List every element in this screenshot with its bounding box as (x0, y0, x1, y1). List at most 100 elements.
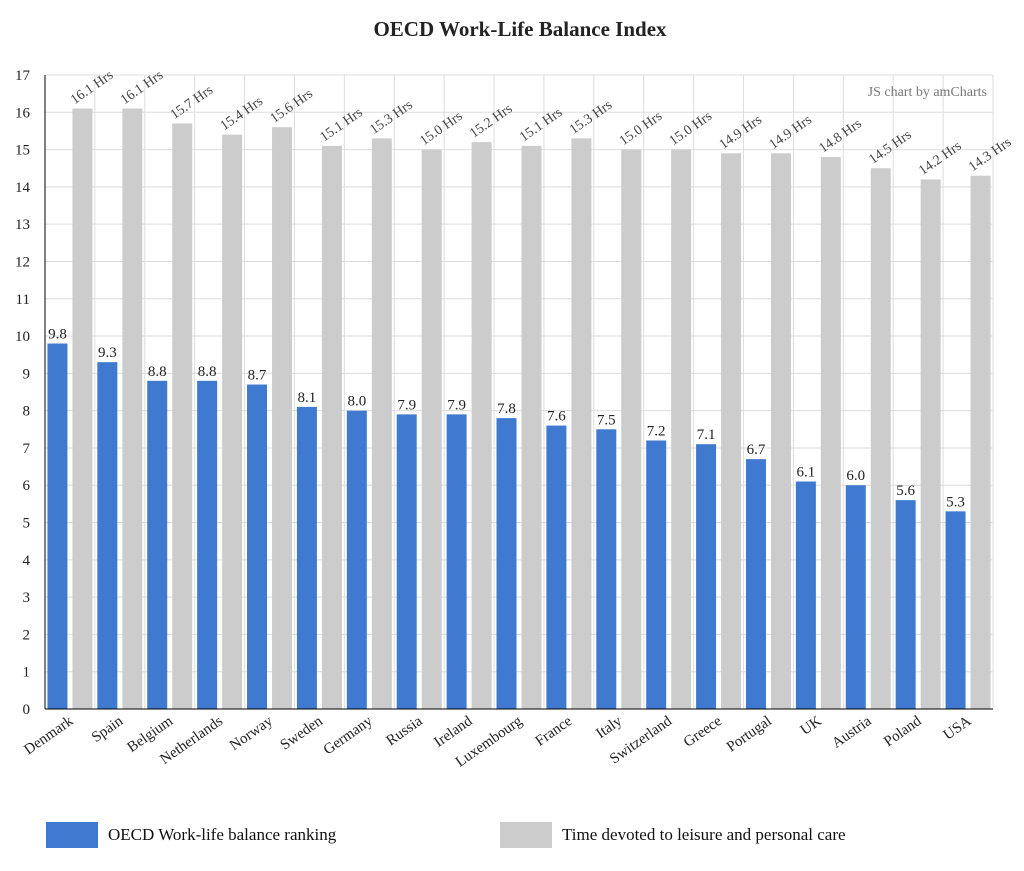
data-label-leisure: 15.0 Hrs (667, 109, 715, 149)
x-tick-label: Russia (384, 713, 426, 749)
data-label-leisure: 14.8 Hrs (817, 116, 865, 156)
data-label-ranking: 5.3 (946, 494, 965, 510)
bar-leisure (970, 175, 991, 710)
bar-ranking (895, 500, 916, 709)
data-label-ranking: 7.5 (597, 412, 616, 428)
data-label-leisure: 15.3 Hrs (368, 98, 416, 138)
data-label-ranking: 8.7 (248, 368, 267, 384)
data-label-leisure: 16.1 Hrs (118, 68, 166, 108)
data-label-ranking: 7.9 (447, 397, 466, 413)
y-tick-label: 15 (15, 143, 30, 159)
chart-credit[interactable]: JS chart by amCharts (868, 85, 987, 100)
data-label-ranking: 8.1 (298, 390, 317, 406)
data-label-leisure: 14.2 Hrs (916, 139, 964, 179)
bar-leisure (621, 149, 642, 709)
bar-leisure (421, 149, 442, 709)
y-tick-label: 10 (15, 329, 30, 345)
y-tick-label: 7 (23, 441, 31, 457)
data-label-ranking: 8.8 (198, 364, 217, 380)
y-tick-label: 13 (15, 217, 30, 233)
bars-layer (47, 108, 991, 710)
data-label-leisure: 16.1 Hrs (68, 68, 116, 108)
data-label-leisure: 14.5 Hrs (866, 128, 914, 168)
legend-label-leisure: Time devoted to leisure and personal car… (562, 825, 846, 844)
bar-ranking (97, 362, 118, 709)
bar-ranking (945, 511, 966, 709)
chart-title: OECD Work-Life Balance Index (373, 17, 667, 41)
bar-ranking (47, 343, 68, 709)
data-label-ranking: 6.7 (747, 442, 766, 458)
bar-leisure (371, 138, 392, 709)
x-tick-label: Portugal (724, 713, 775, 755)
data-label-ranking: 7.8 (497, 401, 516, 417)
y-tick-label: 12 (15, 254, 30, 270)
data-label-ranking: 5.6 (896, 483, 915, 499)
bar-leisure (321, 145, 342, 709)
bar-leisure (272, 127, 293, 709)
bar-ranking (646, 440, 667, 709)
data-label-leisure: 15.0 Hrs (417, 109, 465, 149)
x-tick-label: Spain (89, 713, 127, 746)
data-label-leisure: 15.2 Hrs (467, 101, 515, 141)
y-tick-label: 6 (23, 478, 31, 494)
y-tick-label: 8 (23, 404, 31, 420)
x-tick-label: Denmark (21, 713, 76, 758)
bar-ranking (346, 410, 367, 709)
y-tick-label: 0 (23, 702, 31, 718)
y-tick-label: 9 (23, 366, 31, 382)
bar-ranking (197, 380, 218, 709)
bar-ranking (147, 380, 168, 709)
data-label-ranking: 7.6 (547, 409, 566, 425)
x-tick-label: France (533, 713, 576, 750)
y-tick-label: 5 (23, 516, 31, 532)
data-label-leisure: 14.9 Hrs (767, 113, 815, 153)
legend-item-ranking[interactable]: OECD Work-life balance ranking (46, 820, 336, 850)
data-label-ranking: 7.2 (647, 423, 666, 439)
y-tick-label: 14 (15, 180, 31, 196)
bar-leisure (122, 108, 143, 710)
data-label-leisure: 15.6 Hrs (268, 87, 316, 127)
bar-leisure (770, 153, 791, 710)
y-tick-label: 11 (16, 292, 30, 308)
bar-ranking (845, 485, 866, 709)
bar-leisure (571, 138, 592, 709)
data-label-leisure: 15.4 Hrs (218, 94, 266, 134)
legend-item-leisure[interactable]: Time devoted to leisure and personal car… (500, 820, 846, 850)
x-tick-label: Italy (593, 713, 625, 742)
bar-leisure (820, 157, 841, 709)
y-tick-label: 2 (23, 627, 31, 643)
y-tick-label: 3 (23, 590, 31, 606)
bar-ranking (596, 429, 617, 709)
x-tick-label: Germany (321, 713, 376, 758)
legend-label-ranking: OECD Work-life balance ranking (108, 825, 337, 844)
data-label-leisure: 15.0 Hrs (617, 109, 665, 149)
bar-ranking (446, 414, 467, 709)
bar-ranking (795, 481, 816, 709)
data-label-leisure: 15.1 Hrs (517, 105, 565, 145)
y-tick-label: 16 (15, 105, 31, 121)
legend-swatch-ranking (46, 822, 98, 848)
bar-leisure (920, 179, 941, 709)
data-label-ranking: 7.9 (397, 397, 416, 413)
y-tick-label: 1 (23, 665, 31, 681)
data-label-leisure: 14.9 Hrs (717, 113, 765, 153)
bar-ranking (696, 444, 717, 709)
bar-leisure (72, 108, 93, 710)
bar-ranking (247, 384, 268, 709)
bar-leisure (471, 142, 492, 710)
x-tick-label: Poland (881, 713, 925, 750)
data-label-ranking: 7.1 (697, 427, 716, 443)
x-tick-label: UK (798, 713, 825, 739)
data-label-ranking: 8.8 (148, 364, 167, 380)
x-tick-label: Sweden (278, 713, 326, 754)
x-tick-label: Austria (829, 713, 875, 752)
bar-ranking (745, 459, 766, 709)
bar-leisure (721, 153, 742, 710)
x-tick-label: Norway (227, 713, 276, 754)
data-label-ranking: 9.3 (98, 345, 117, 361)
bar-ranking (396, 414, 417, 709)
bar-leisure (222, 134, 243, 709)
bar-ranking (296, 406, 317, 709)
